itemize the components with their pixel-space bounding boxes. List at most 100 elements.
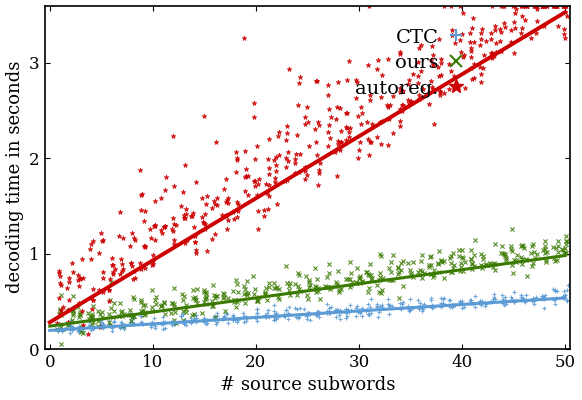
Point	[542, 2, 552, 9]
Point	[182, 306, 191, 312]
Point	[66, 323, 75, 329]
Point	[357, 313, 367, 320]
Point	[191, 296, 200, 302]
Point	[98, 322, 107, 329]
Point	[418, 308, 427, 314]
Point	[393, 265, 402, 271]
Point	[533, 6, 542, 12]
Point	[404, 77, 414, 83]
Point	[249, 178, 258, 184]
Point	[376, 290, 385, 296]
Point	[429, 272, 438, 278]
Point	[213, 293, 222, 299]
Point	[481, 301, 491, 307]
Point	[342, 313, 352, 320]
Point	[404, 308, 413, 315]
Point	[448, 301, 457, 308]
Point	[303, 310, 313, 316]
Point	[140, 265, 150, 272]
Point	[233, 281, 242, 288]
Point	[501, 255, 510, 261]
Point	[364, 272, 374, 278]
Point	[68, 326, 77, 333]
Point	[73, 277, 82, 284]
Point	[75, 326, 84, 333]
Point	[136, 313, 146, 319]
Point	[191, 247, 200, 253]
Point	[168, 215, 178, 222]
Point	[89, 297, 98, 303]
Point	[458, 305, 467, 311]
Point	[516, 2, 526, 9]
Point	[97, 316, 107, 322]
Point	[302, 104, 311, 110]
Point	[167, 300, 176, 306]
Point	[125, 307, 134, 313]
Point	[481, 261, 490, 267]
Point	[374, 57, 383, 64]
Point	[549, 2, 559, 9]
Point	[424, 101, 434, 108]
Point	[388, 93, 398, 99]
Point	[396, 267, 406, 273]
Point	[157, 227, 166, 234]
Point	[439, 296, 448, 302]
Point	[274, 129, 283, 135]
Point	[466, 38, 475, 45]
Point	[559, 31, 569, 38]
Point	[252, 298, 261, 305]
Point	[201, 300, 210, 307]
Point	[68, 327, 77, 334]
Point	[283, 316, 292, 322]
Point	[159, 224, 169, 231]
Point	[384, 311, 393, 317]
Point	[496, 48, 506, 54]
Point	[125, 311, 134, 318]
Point	[334, 138, 343, 144]
Point	[242, 290, 251, 296]
Point	[98, 321, 108, 327]
Point	[169, 133, 178, 139]
Point	[117, 308, 126, 314]
Point	[501, 253, 510, 260]
Point	[378, 275, 387, 282]
Point	[253, 208, 262, 214]
Point	[63, 285, 72, 291]
Point	[311, 139, 320, 145]
Point	[446, 2, 455, 9]
Point	[414, 306, 424, 312]
Point	[295, 169, 304, 175]
Point	[558, 295, 567, 302]
Point	[341, 137, 350, 143]
Point	[77, 256, 86, 262]
Point	[201, 290, 210, 297]
Point	[56, 312, 66, 318]
Point	[230, 297, 240, 303]
Point	[187, 213, 196, 220]
Point	[284, 304, 293, 310]
Point	[106, 297, 115, 304]
Point	[180, 317, 190, 323]
Point	[136, 207, 146, 213]
Point	[221, 212, 230, 219]
Point	[406, 272, 416, 278]
Point	[107, 255, 116, 261]
Point	[346, 269, 356, 276]
Point	[272, 168, 281, 175]
Point	[55, 272, 65, 279]
Point	[466, 65, 475, 71]
Point	[264, 314, 273, 320]
Point	[406, 99, 416, 106]
Point	[332, 173, 342, 179]
Point	[563, 287, 572, 294]
Point	[58, 328, 67, 334]
Point	[210, 313, 219, 319]
Point	[435, 248, 444, 254]
Point	[324, 260, 333, 267]
Point	[477, 26, 487, 32]
Point	[94, 322, 103, 329]
Point	[367, 296, 376, 302]
Point	[151, 223, 160, 229]
Point	[233, 200, 243, 207]
Point	[127, 263, 137, 269]
